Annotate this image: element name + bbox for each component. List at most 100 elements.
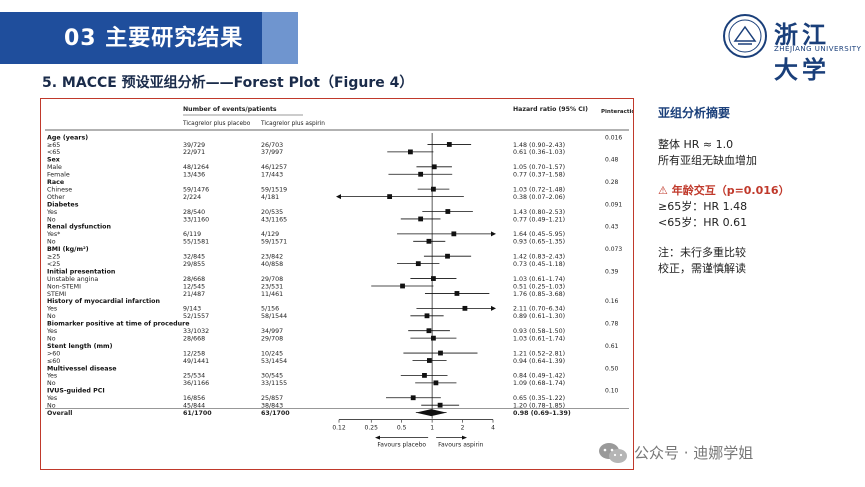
placebo-events: 12/258 [183, 350, 205, 357]
placebo-events: 21/487 [183, 291, 205, 298]
subgroup-header: Sex [47, 157, 60, 164]
point-estimate [410, 395, 416, 401]
hazard-ratio-ci: 1.76 (0.85–3.68) [513, 291, 565, 298]
p-interaction-value: 0.16 [605, 298, 619, 305]
placebo-events: 32/845 [183, 254, 205, 261]
point-estimate [431, 164, 437, 170]
aspirin-events: 34/997 [261, 328, 283, 335]
hazard-ratio-ci: 1.03 (0.72–1.48) [513, 186, 565, 193]
p-interaction-value: 0.48 [605, 157, 619, 164]
subgroup-header: Stent length (mm) [47, 343, 113, 350]
age-lt65-hr: <65岁：HR 0.61 [658, 216, 748, 229]
aspirin-events: 43/1165 [261, 216, 287, 223]
favours-placebo-label: Favours placebo [377, 442, 426, 449]
subgroup-label: <25 [47, 261, 60, 268]
placebo-events: 2/224 [183, 194, 201, 201]
point-estimate [415, 261, 421, 267]
ci-arrow [491, 305, 496, 311]
hazard-ratio-ci: 0.65 (0.35–1.22) [513, 395, 565, 402]
subgroup-label: No [47, 313, 56, 320]
forest-plot-svg: Number of events/patients Ticagrelor plus… [45, 106, 633, 449]
subgroup-label: Yes [46, 209, 57, 216]
hazard-ratio-ci: 2.11 (0.70–6.34) [513, 306, 565, 313]
hazard-ratio-ci: 0.93 (0.58–1.50) [513, 328, 565, 335]
aspirin-events: 11/461 [261, 291, 283, 298]
hazard-ratio-ci: 1.42 (0.83–2.43) [513, 254, 565, 261]
point-estimate [445, 209, 451, 214]
hazard-ratio-ci: 1.05 (0.70–1.57) [513, 164, 565, 171]
summary-no-ischemia: 所有亚组无缺血增加 [658, 154, 757, 167]
logo-english-name: ZHEJIANG UNIVERSITY [774, 45, 862, 53]
subgroup-label: No [47, 335, 56, 342]
ticagrelor-aspirin-header: Ticagrelor plus aspirin [260, 121, 325, 127]
aspirin-events: 29/708 [261, 276, 283, 283]
point-estimate [438, 350, 443, 356]
subgroup-label: No [47, 216, 56, 223]
hazard-ratio-ci: 1.20 (0.78–1.85) [513, 403, 565, 410]
aspirin-events: 63/1700 [261, 410, 290, 417]
point-estimate [426, 238, 432, 244]
aspirin-events: 29/708 [261, 335, 283, 342]
hazard-ratio-ci: 1.43 (0.80–2.53) [513, 209, 565, 216]
subgroup-header: Race [47, 179, 64, 186]
favours-aspirin-arrowhead [462, 435, 467, 440]
aspirin-events: 38/843 [261, 403, 283, 410]
subgroup-label: Chinese [47, 186, 72, 193]
placebo-events: 12/545 [183, 283, 205, 290]
hazard-ratio-ci: 0.77 (0.37–1.58) [513, 172, 565, 179]
subgroup-header: Age (years) [47, 134, 88, 141]
university-seal-icon [723, 14, 767, 58]
forest-plot-figure: Number of events/patients Ticagrelor plus… [40, 98, 634, 470]
placebo-events: 13/436 [183, 172, 205, 179]
subgroup-label: Yes [46, 306, 57, 313]
placebo-events: 55/1581 [183, 239, 209, 246]
placebo-events: 28/668 [183, 335, 205, 342]
favours-aspirin-label: Favours aspirin [438, 442, 484, 449]
summary-panel: 亚组分析摘要 整体 HR ≈ 1.0 所有亚组无缺血增加 ⚠ 年龄交互（p=0.… [658, 104, 858, 277]
placebo-events: 36/1166 [183, 380, 209, 387]
x-axis-tick-label: 4 [491, 425, 495, 432]
aspirin-events: 25/857 [261, 395, 283, 402]
p-interaction-value: 0.43 [605, 224, 619, 231]
hazard-ratio-ci: 0.61 (0.36–1.03) [513, 149, 565, 156]
point-estimate [462, 305, 468, 311]
p-interaction-header: Pinteraction [601, 109, 633, 115]
hazard-ratio-ci: 1.03 (0.61–1.74) [513, 276, 565, 283]
hazard-ratio-ci: 0.51 (0.25–1.03) [513, 283, 565, 290]
subgroup-label: ≤60 [47, 358, 60, 365]
point-estimate [387, 194, 393, 199]
hazard-ratio-ci: 0.84 (0.49–1.42) [513, 373, 565, 380]
hazard-ratio-ci: 1.64 (0.45–5.95) [513, 231, 565, 238]
placebo-events: 45/844 [183, 403, 205, 410]
hazard-ratio-ci: 0.93 (0.65–1.35) [513, 239, 565, 246]
subgroup-label: Male [47, 164, 62, 171]
aspirin-events: 10/245 [261, 350, 283, 357]
subgroup-label: Yes* [46, 231, 60, 238]
subgroup-label: ≥25 [47, 254, 60, 261]
point-estimate [431, 276, 436, 281]
summary-overall-hr: 整体 HR ≈ 1.0 [658, 138, 734, 151]
hazard-ratio-ci: 0.98 (0.69–1.39) [513, 410, 571, 417]
point-estimate [431, 186, 436, 192]
subgroup-label: No [47, 380, 56, 387]
placebo-events: 9/143 [183, 306, 201, 313]
wechat-icon [599, 443, 627, 463]
x-axis-tick-label: 0.25 [365, 425, 379, 432]
aspirin-events: 4/181 [261, 194, 279, 201]
header: 03 主要研究结果 浙江大学 ZHEJIANG UNIVERSITY [0, 0, 865, 84]
placebo-events: 33/1160 [183, 216, 209, 223]
p-interaction-value: 0.50 [605, 365, 619, 372]
placebo-events: 48/1264 [183, 164, 209, 171]
subgroup-label: ≥65 [47, 142, 60, 149]
p-interaction-value: 0.78 [605, 321, 619, 328]
aspirin-events: 53/1454 [261, 358, 287, 365]
placebo-events: 25/534 [183, 373, 205, 380]
aspirin-events: 40/858 [261, 261, 283, 268]
subgroup-header: IVUS-guided PCI [47, 388, 105, 395]
p-interaction-value: 0.61 [605, 343, 619, 350]
favours-placebo-arrowhead [375, 435, 380, 440]
hazard-ratio-ci: 0.77 (0.49–1.21) [513, 216, 565, 223]
point-estimate [408, 149, 413, 155]
placebo-events: 6/119 [183, 231, 201, 238]
hazard-ratio-ci: 0.89 (0.61–1.30) [513, 313, 565, 320]
